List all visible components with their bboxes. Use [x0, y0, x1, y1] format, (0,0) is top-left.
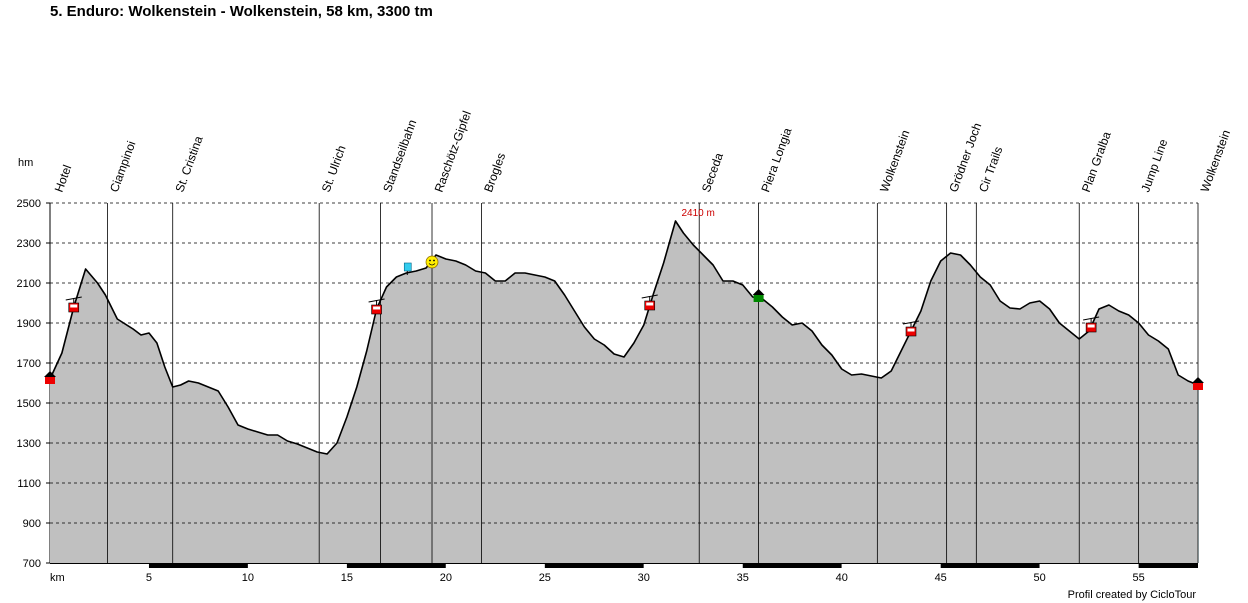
profile-fill	[50, 221, 1198, 563]
y-tick-label: 2500	[17, 198, 41, 210]
house-icon	[1192, 377, 1204, 390]
hut-body	[753, 295, 764, 302]
house-body	[1193, 383, 1203, 390]
x-scale-bar-segment	[445, 564, 545, 568]
x-tick-label: 15	[341, 572, 353, 584]
y-tick-label: 1100	[17, 478, 41, 490]
y-tick-label: 1500	[17, 398, 41, 410]
poi-markers	[44, 255, 1204, 390]
footer-credit: Profil created by CicloTour	[1067, 589, 1196, 601]
flag-icon	[403, 262, 412, 275]
x-tick-label: 30	[638, 572, 650, 584]
cable-car-icon	[1083, 316, 1100, 333]
waypoint-label: Cir Trails	[976, 145, 1005, 194]
house-body	[45, 377, 55, 384]
cable-car-icon	[641, 294, 658, 311]
y-tick-label: 1300	[17, 438, 41, 450]
y-tick-label: 2300	[17, 238, 41, 250]
cabin-window	[1087, 324, 1095, 328]
grid	[50, 202, 1198, 524]
x-tick-label: 35	[737, 572, 749, 584]
hut-icon	[752, 289, 765, 302]
flag-cloth	[403, 262, 412, 272]
x-tick-label: 5	[146, 572, 152, 584]
waypoint-label: Brogles	[481, 151, 508, 194]
x-tick-label: 40	[836, 572, 848, 584]
waypoint-label: Standseilbahn	[380, 118, 419, 194]
x-tick-label: 55	[1132, 572, 1144, 584]
waypoint-label: St. Cristina	[172, 134, 205, 194]
cable-car-icon	[65, 296, 82, 313]
cabin-window	[70, 304, 78, 308]
waypoint-label: Raschötz-Gipfel	[432, 109, 474, 194]
profile-line	[49, 220, 1199, 455]
y-tick-label: 1900	[17, 318, 41, 330]
x-scale-bar-segment	[148, 564, 248, 568]
peak-label: 2410 m	[681, 208, 714, 219]
x-tick-label: 10	[242, 572, 254, 584]
smiley-eye	[429, 259, 431, 262]
waypoint-label: Piera Longia	[758, 126, 794, 194]
smiley-eye	[433, 259, 435, 262]
x-scale-bar-segment	[643, 564, 743, 568]
x-scale-bar-segment	[346, 564, 446, 568]
x-scale-bar-segment	[50, 564, 149, 568]
waypoint-label: Ciampinoi	[107, 139, 138, 194]
x-tick-label: 45	[935, 572, 947, 584]
hut-roof	[752, 289, 765, 295]
y-tick-label: 2100	[17, 278, 41, 290]
waypoint-label: Seceda	[699, 151, 726, 194]
profile-area	[49, 220, 1199, 563]
waypoint-label: Wolkenstein	[1198, 128, 1233, 194]
cabin-window	[907, 328, 915, 332]
cable-car-icon	[368, 298, 385, 315]
chart-title: 5. Enduro: Wolkenstein - Wolkenstein, 58…	[50, 3, 433, 20]
house-roof	[44, 371, 56, 377]
x-tick-label: 20	[440, 572, 452, 584]
x-scale-bar-segment	[1138, 564, 1198, 568]
x-scale-bar-segment	[742, 564, 842, 568]
waypoint-label: Plan Gralba	[1079, 129, 1114, 194]
waypoint-lines	[107, 203, 1199, 563]
x-scale-bar-segment	[841, 564, 941, 568]
y-tick-label: 900	[23, 518, 41, 530]
x-tick-label: 50	[1034, 572, 1046, 584]
y-tick-label: 1700	[17, 358, 41, 370]
x-scale-bar-segment	[1039, 564, 1139, 568]
y-axis-label: hm	[18, 157, 33, 169]
smiley-face	[425, 255, 439, 269]
smiley-icon	[425, 255, 439, 269]
waypoint-label: Wolkenstein	[877, 128, 912, 194]
x-scale-bar-segment	[247, 564, 347, 568]
cable-car-icon	[902, 320, 920, 337]
house-roof	[1192, 377, 1204, 383]
x-scale-bar-segment	[544, 564, 644, 568]
x-scale-bar-segment	[940, 564, 1040, 568]
smiley-mouth	[428, 263, 436, 266]
house-icon	[44, 371, 56, 384]
cabin-window	[646, 302, 654, 306]
x-axis-label: km	[50, 572, 65, 584]
y-tick-label: 700	[23, 558, 41, 570]
waypoint-label: Jump Line	[1138, 137, 1170, 194]
waypoint-label: Hotel	[52, 163, 75, 194]
x-tick-label: 25	[539, 572, 551, 584]
cabin-window	[373, 306, 381, 310]
waypoint-label: St. Ulrich	[319, 143, 349, 194]
